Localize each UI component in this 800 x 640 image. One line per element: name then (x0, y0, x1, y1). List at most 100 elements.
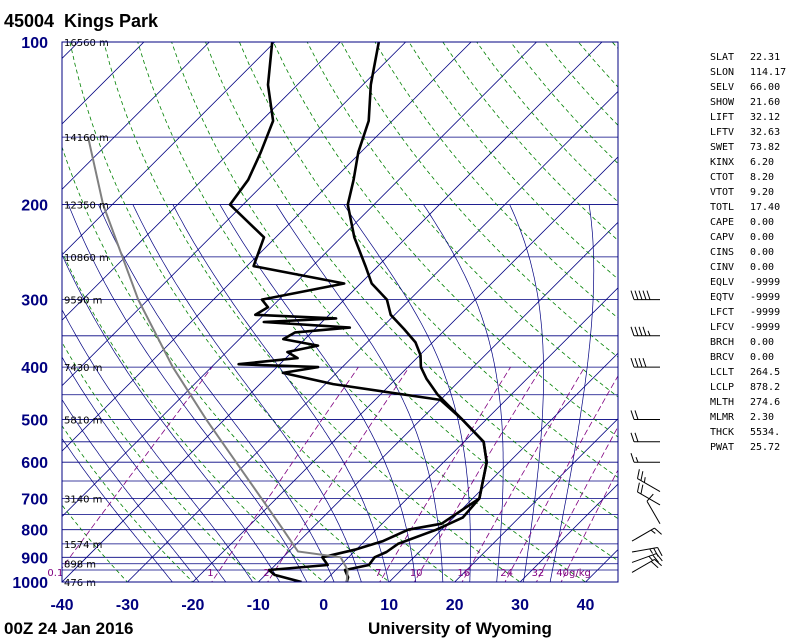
index-value: -9999 (750, 292, 780, 303)
temperature-tick-label: 0 (319, 597, 328, 614)
wind-barb (630, 290, 660, 301)
index-key: MLMR (710, 412, 735, 423)
index-key: THCK (710, 427, 734, 438)
sounding-profiles (87, 42, 489, 582)
temperature-tick-label: 40 (577, 597, 595, 614)
height-label: 7430 m (64, 363, 102, 374)
mixing-ratio-line (267, 366, 410, 582)
diagram-grid (0, 42, 800, 593)
moist-adiabat (62, 308, 254, 582)
dry-adiabat (171, 42, 618, 562)
dry-adiabat (62, 250, 325, 582)
index-value: 0.00 (750, 217, 774, 228)
height-labels: 16560 m 14160 m 12350 m 10860 m 9590 m 7430 m… (64, 38, 109, 589)
isotherm-line (388, 352, 618, 582)
pressure-tick-label: 900 (21, 550, 48, 567)
index-value: 17.40 (750, 202, 780, 213)
moist-adiabat (132, 204, 362, 582)
mixing-ratio-line (211, 366, 359, 582)
moist-adiabat (549, 204, 595, 582)
index-key: EQTV (710, 292, 734, 303)
station-name: Kings Park (64, 11, 159, 31)
index-value: 22.31 (750, 52, 780, 63)
dry-adiabat (62, 504, 128, 582)
wind-barbs (630, 290, 663, 573)
pressure-tick-label: 100 (21, 35, 48, 52)
station-id: 45004 (4, 11, 54, 31)
dry-adiabat (340, 42, 618, 358)
height-label: 12350 m (64, 201, 109, 212)
mixing-ratio-label: 24 (500, 568, 513, 579)
stability-indices: SLAT 22.31 SLON 114.17 SELV 66.00 SHOW 21.60 LIF… (710, 52, 786, 453)
isotherm-line (62, 42, 341, 321)
mixing-ratio-line (504, 375, 618, 582)
wind-barb (630, 432, 660, 443)
index-value: 0.00 (750, 247, 774, 258)
height-label: 16560 m (64, 38, 109, 49)
index-key: SLAT (710, 52, 734, 63)
height-label: 898 m (64, 560, 96, 571)
temperature-tick-label: -10 (247, 597, 270, 614)
wind-barb (631, 553, 663, 563)
mixing-ratio-line (379, 366, 511, 582)
dry-adiabat (374, 42, 618, 319)
index-key: CINV (710, 262, 734, 273)
height-label: 9590 m (64, 296, 102, 307)
index-value: 66.00 (750, 82, 780, 93)
height-label: 5810 m (64, 415, 102, 426)
index-key: SHOW (710, 97, 735, 108)
data-source: University of Wyoming (368, 619, 552, 638)
index-value: 25.72 (750, 442, 780, 453)
wind-barb (630, 357, 660, 368)
index-value: 32.63 (750, 127, 780, 138)
index-key: LCLP (710, 382, 734, 393)
dry-adiabat (205, 42, 618, 520)
moist-adiabat (62, 437, 173, 582)
mixing-ratio-label: 7 (375, 568, 381, 579)
moist-adiabat (509, 204, 544, 582)
observation-time: 00Z 24 Jan 2016 (4, 619, 133, 638)
wind-barb (630, 410, 660, 420)
index-key: CTOT (710, 172, 734, 183)
temperature-tick-label: -40 (50, 597, 73, 614)
index-key: LFCV (710, 322, 734, 333)
index-value: 21.60 (750, 97, 780, 108)
dry-adiabat (137, 42, 587, 582)
pressure-tick-label: 500 (21, 412, 48, 429)
wind-barb (636, 469, 661, 492)
dry-adiabat (680, 42, 800, 593)
index-key: PWAT (710, 442, 734, 453)
height-label: 3140 m (64, 494, 102, 505)
plot-frame (61, 41, 619, 583)
index-key: LIFT (710, 112, 734, 123)
dewpoint-profile (228, 42, 489, 582)
pressure-tick-label: 700 (21, 491, 48, 508)
pressure-tick-label: 300 (21, 293, 48, 310)
pressure-axis: 100 200 300 400 500 600 700 800 900 1000 (12, 35, 48, 592)
temperature-profile (343, 42, 489, 582)
index-key: CAPV (710, 232, 734, 243)
index-key: BRCV (710, 352, 734, 363)
isotherm-line (62, 42, 210, 190)
isotherm-line (0, 42, 13, 582)
mixing-ratio-line (535, 425, 618, 582)
moist-adiabat (423, 204, 504, 582)
dry-adiabat (239, 42, 618, 479)
pressure-tick-label: 1000 (12, 575, 48, 592)
dry-adiabat (103, 42, 521, 582)
isotherm-line (258, 221, 618, 582)
pressure-tick-label: 200 (21, 198, 48, 215)
index-key: CAPE (710, 217, 734, 228)
index-value: 32.12 (750, 112, 780, 123)
moist-adiabat (68, 204, 308, 582)
index-key: EQLV (710, 277, 734, 288)
index-value: 0.00 (750, 262, 774, 273)
isotherm-line (62, 42, 603, 582)
moist-adiabat (172, 204, 389, 582)
index-value: 0.00 (750, 352, 774, 363)
temperature-tick-label: -20 (181, 597, 204, 614)
mixing-ratio-label: 0.1 (47, 568, 63, 579)
index-key: SWET (710, 142, 734, 153)
index-key: VTOT (710, 187, 734, 198)
